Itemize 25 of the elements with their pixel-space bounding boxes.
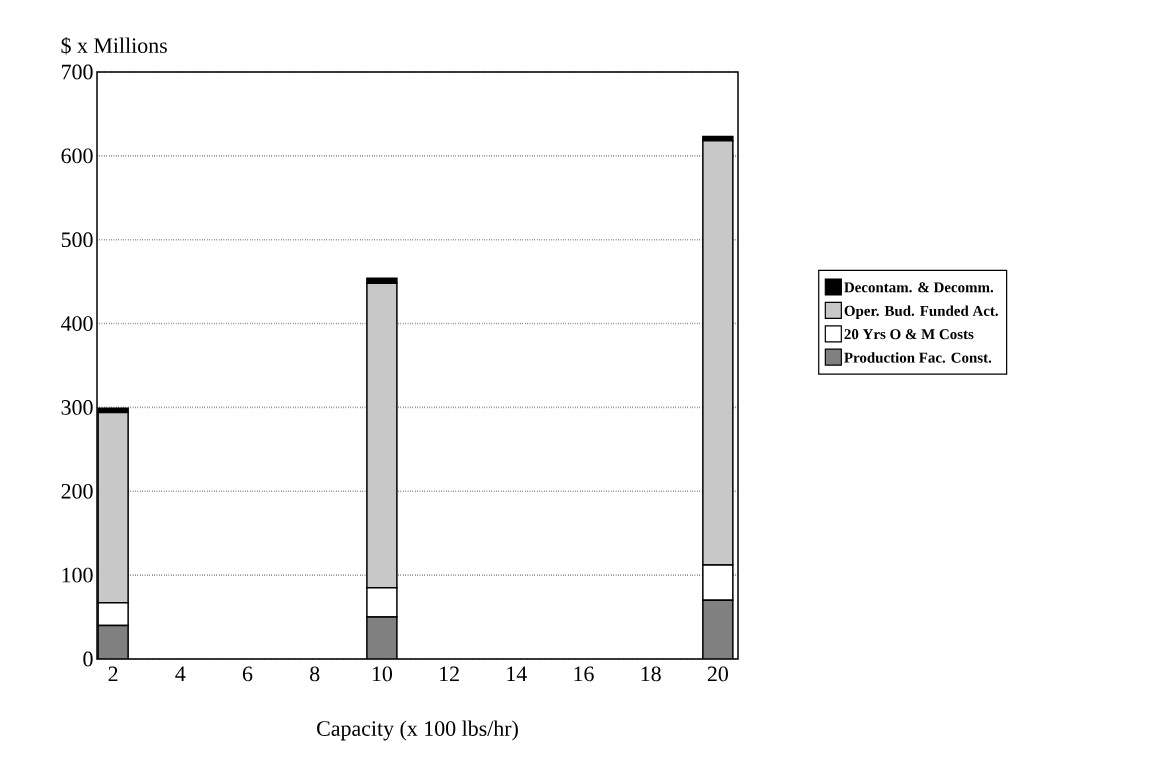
y-tick-label: 400: [61, 316, 93, 331]
bar: [702, 599, 734, 659]
legend-label: Oper. Bud. Funded Act.: [844, 305, 998, 319]
x-tick-label: 14: [507, 666, 527, 681]
x-tick-label: 4: [175, 666, 186, 681]
y-tick-label: 200: [61, 483, 93, 499]
x-tick-label: 2: [108, 666, 118, 682]
y-axis-title: $ x Millions: [61, 36, 167, 55]
y-tick-label: 0: [83, 651, 93, 667]
x-tick-label: 12: [440, 666, 459, 682]
x-tick-label: 6: [242, 666, 253, 682]
y-tick-label: 700: [62, 64, 93, 80]
legend-label: Production Fac. Const.: [844, 352, 992, 363]
legend-label: Decontam. & Decomm.: [844, 282, 994, 293]
x-tick-label: 20: [707, 666, 728, 682]
legend-label: 20 Yrs O & M Costs: [844, 329, 974, 340]
y-tick-label: 300: [61, 400, 93, 415]
y-tick-label: 500: [61, 232, 93, 248]
x-tick-label: 10: [372, 666, 393, 682]
x-axis-title: Capacity (x 100 lbs/hr): [317, 720, 518, 741]
x-tick-label: 16: [574, 666, 594, 682]
x-tick-label: 18: [641, 666, 661, 682]
y-tick-label: 100: [62, 567, 93, 583]
x-tick-label: 8: [310, 666, 320, 682]
y-tick-label: 600: [61, 148, 93, 164]
